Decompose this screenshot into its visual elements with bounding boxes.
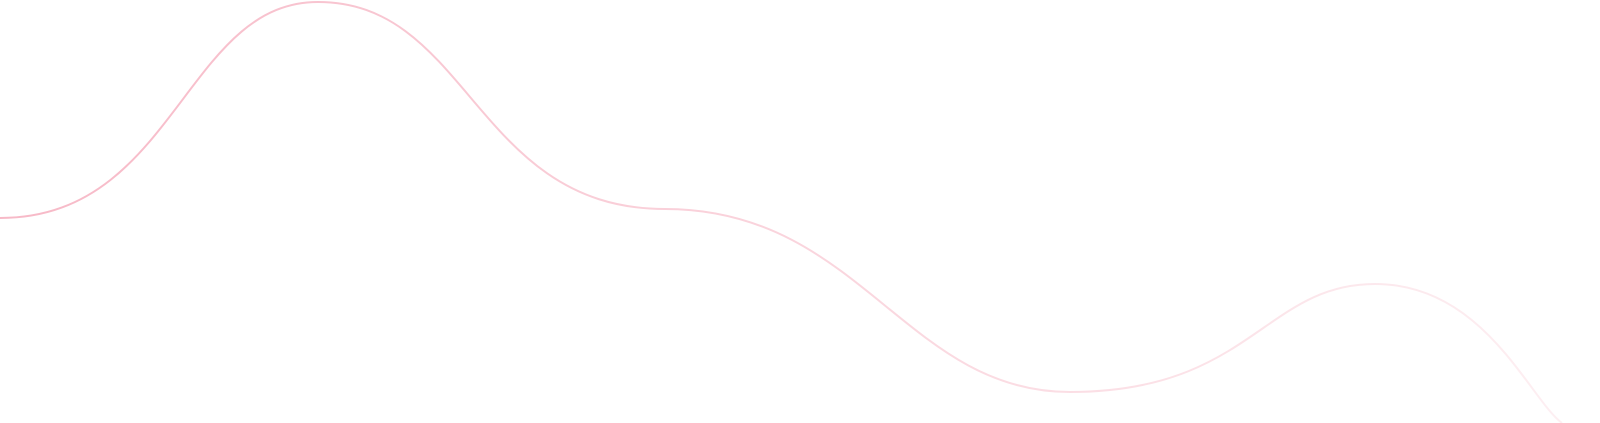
wave-line bbox=[0, 0, 1563, 423]
